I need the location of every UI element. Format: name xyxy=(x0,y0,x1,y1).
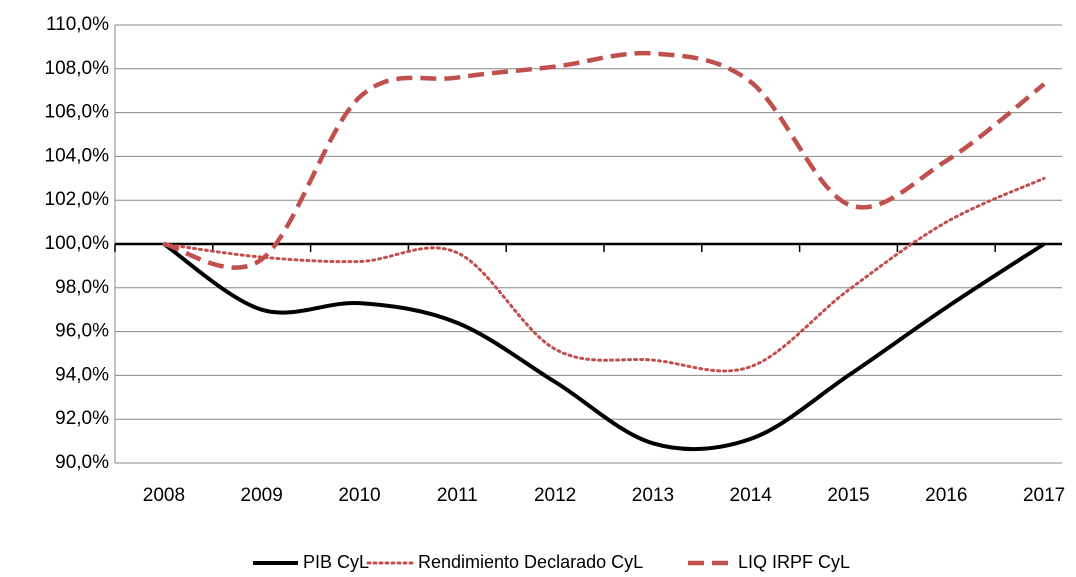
y-tick-label: 102,0% xyxy=(45,189,110,210)
y-tick-label: 90,0% xyxy=(55,452,109,473)
x-tick-label: 2011 xyxy=(437,485,478,506)
x-tick-label: 2017 xyxy=(1023,485,1065,506)
x-tick-label: 2010 xyxy=(338,485,380,506)
line-series xyxy=(162,176,1046,373)
y-tick-label: 108,0% xyxy=(45,58,110,79)
y-tick-label: 94,0% xyxy=(55,364,109,385)
y-tick-label: 100,0% xyxy=(45,233,110,254)
y-tick-label: 104,0% xyxy=(45,145,110,166)
x-tick-label: 2015 xyxy=(827,485,869,506)
line-series xyxy=(163,50,1046,270)
legend-label: LIQ IRPF CyL xyxy=(738,552,850,572)
y-tick-label: 92,0% xyxy=(55,408,109,429)
y-tick-label: 98,0% xyxy=(55,277,109,298)
y-tick-label: 110,0% xyxy=(46,14,109,35)
x-tick-label: 2014 xyxy=(730,485,773,506)
line-series xyxy=(162,242,1046,452)
x-tick-label: 2016 xyxy=(925,485,967,506)
y-tick-label: 96,0% xyxy=(55,321,109,342)
x-tick-label: 2013 xyxy=(632,485,674,506)
legend-label: Rendimiento Declarado CyL xyxy=(418,552,643,572)
legend-label: PIB CyL xyxy=(303,552,369,572)
y-tick-label: 106,0% xyxy=(45,102,110,123)
x-tick-label: 2009 xyxy=(241,485,283,506)
x-tick-label: 2012 xyxy=(534,485,576,506)
x-tick-label: 2008 xyxy=(143,485,185,506)
